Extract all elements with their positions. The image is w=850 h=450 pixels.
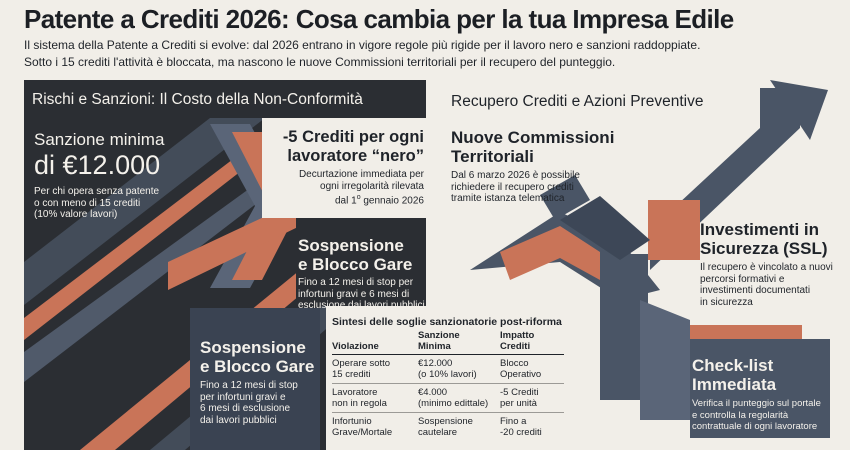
sospensione-2-title-1: Sospensione	[200, 338, 306, 357]
crediti-nero-desc-1: Decurtazione immediata per	[298, 169, 424, 180]
sospensione-block-1: Sospensione e Blocco Gare Fino a 12 mesi…	[298, 236, 426, 312]
table-row: Operare sotto 15 crediti €12.000 (o 10% la…	[332, 354, 564, 384]
table-header-violazione: Violazione	[332, 331, 418, 355]
crediti-nero-title-1: -5 Crediti per ogni	[282, 128, 424, 146]
sospensione-2-title-2: e Blocco Gare	[200, 357, 315, 376]
right-slate-small	[540, 175, 590, 220]
sospensione-1-desc-3: esclusione dai lavori pubblici	[298, 300, 425, 311]
crediti-nero-title-2: lavoratore “nero”	[287, 147, 424, 165]
terracotta-bar	[168, 200, 300, 290]
sospensione-2-desc-1: Fino a 12 mesi di stop	[200, 380, 298, 391]
investimenti-desc-3: investimenti documentati	[700, 285, 811, 296]
investimenti-title-2: Sicurezza (SSL)	[700, 239, 828, 258]
commissioni-desc-1: Dal 6 marzo 2026 è possibile	[451, 170, 580, 181]
commissioni-title-1: Nuove Commissioni	[451, 128, 615, 147]
commissioni-title-2: Territoriali	[451, 147, 534, 166]
table-header-impatto: Impatto Crediti	[500, 330, 564, 355]
sanzione-desc-3: (10% valore lavori)	[34, 209, 118, 220]
sospensione-block-2: Sospensione e Blocco Gare Fino a 12 mesi…	[200, 338, 318, 426]
sospensione-1-desc-1: Fino a 12 mesi di stop per	[298, 277, 414, 288]
checklist-desc-3: contrattuale di ogni lavoratore	[692, 421, 818, 432]
card-sospensione-bg	[296, 218, 426, 306]
table-row: Infortunio Grave/Mortale Sospensione caute…	[332, 413, 564, 442]
sospensione-1-title-1: Sospensione	[298, 236, 404, 255]
table-cell: Sospensione cautelare	[418, 416, 473, 438]
commissioni-desc-2: richiedere il recupero crediti	[451, 181, 574, 193]
commissioni-block: Nuove Commissioni Territoriali Dal 6 mar…	[451, 128, 621, 205]
intro-line-2: Sotto i 15 crediti l'attività è bloccata…	[24, 55, 616, 69]
checklist-desc-1: Verifica il punteggio sul portale	[692, 398, 821, 409]
investimenti-desc-1: Il recupero è vincolato a nuovi	[700, 262, 833, 273]
commissioni-desc-3: tramite istanza telematica	[451, 193, 565, 204]
investimenti-block: Investimenti in Sicurezza (SSL) Il recup…	[700, 220, 840, 308]
card-sospensione-2-bg	[190, 308, 320, 450]
sanzione-value: di €12.000	[34, 150, 161, 180]
right-panel-heading: Recupero Crediti e Azioni Preventive	[451, 93, 704, 110]
sospensione-2-desc-2: per infortuni gravi e	[200, 391, 286, 403]
sanzione-desc-2: o con meno di 15 crediti	[34, 197, 141, 209]
sospensione-1-title-2: e Blocco Gare	[298, 255, 413, 274]
investimenti-desc-4: in sicurezza	[700, 296, 753, 308]
left-panel-heading: Rischi e Sanzioni: Il Costo della Non-Co…	[24, 80, 426, 118]
right-terracotta-strip	[690, 325, 802, 339]
sospensione-1-desc-2: infortuni gravi e 6 mesi di	[298, 288, 410, 300]
crediti-nero-desc-3: dal 1o gennaio 2026	[335, 194, 424, 207]
page-title: Patente a Crediti 2026: Cosa cambia per …	[24, 4, 734, 34]
sanzione-title: Sanzione minima	[34, 130, 165, 149]
sospensione-2-desc-3: 6 mesi di esclusione	[200, 403, 291, 414]
table-cell: Fino a -20 crediti	[500, 416, 542, 438]
checklist-block: Check-list Immediata Verifica il puntegg…	[692, 356, 828, 433]
intro-line-1: Il sistema della Patente a Crediti si ev…	[24, 38, 701, 52]
checklist-title-1: Check-list	[692, 356, 774, 375]
investimenti-title-1: Investimenti in	[700, 220, 820, 239]
soglie-table: Violazione Sanzione Minima Impatto Crediti…	[332, 330, 564, 442]
checklist-title-2: Immediata	[692, 375, 777, 394]
soglie-table-block: Sintesi delle soglie sanzionatorie post-…	[332, 316, 564, 441]
table-cell: Infortunio Grave/Mortale	[332, 416, 393, 438]
stripe-terracotta-1	[24, 150, 268, 340]
crediti-nero-desc-2: ogni irregolarità rilevata	[320, 180, 424, 192]
stripe-slate-2	[24, 170, 300, 382]
card-crediti-nero-bg	[262, 118, 426, 218]
table-header-sanzione: Sanzione Minima	[418, 330, 500, 355]
checklist-card-bg	[690, 339, 830, 438]
checklist-desc-2: e controlla la regolarità	[692, 409, 789, 421]
investimenti-desc-2: percorsi formativi e	[700, 273, 785, 285]
table-cell: Operare sotto 15 crediti	[332, 354, 418, 384]
right-slate-low	[640, 300, 690, 420]
stripe-slate-1	[24, 118, 265, 305]
right-slate-diagonal	[560, 196, 650, 260]
sanzione-desc-1: Per chi opera senza patente	[34, 186, 160, 197]
crediti-nero-block: -5 Crediti per ogni lavoratore “nero” De…	[262, 128, 424, 207]
sospensione-2-desc-4: dai lavori pubblici	[200, 414, 277, 426]
table-cell: Lavoratore non in regola	[332, 383, 418, 413]
table-row: Lavoratore non in regola €4.000 (minimo ed…	[332, 383, 564, 413]
table-cell: €4.000 (minimo edittale)	[418, 383, 500, 413]
table-header-row: Violazione Sanzione Minima Impatto Crediti	[332, 330, 564, 355]
right-slate-vertical	[600, 254, 648, 400]
table-cell: -5 Crediti per unità	[500, 383, 564, 413]
table-cell: €12.000 (o 10% lavori)	[418, 354, 500, 384]
table-cell: Blocco Operativo	[500, 354, 564, 384]
sanzione-block: Sanzione minima di €12.000 Per chi opera…	[34, 130, 234, 221]
table-title: Sintesi delle soglie sanzionatorie post-…	[332, 316, 562, 328]
right-arrow-head	[770, 80, 828, 140]
right-block-terracotta-top	[648, 200, 700, 260]
right-ribbon-terracotta	[500, 226, 600, 280]
